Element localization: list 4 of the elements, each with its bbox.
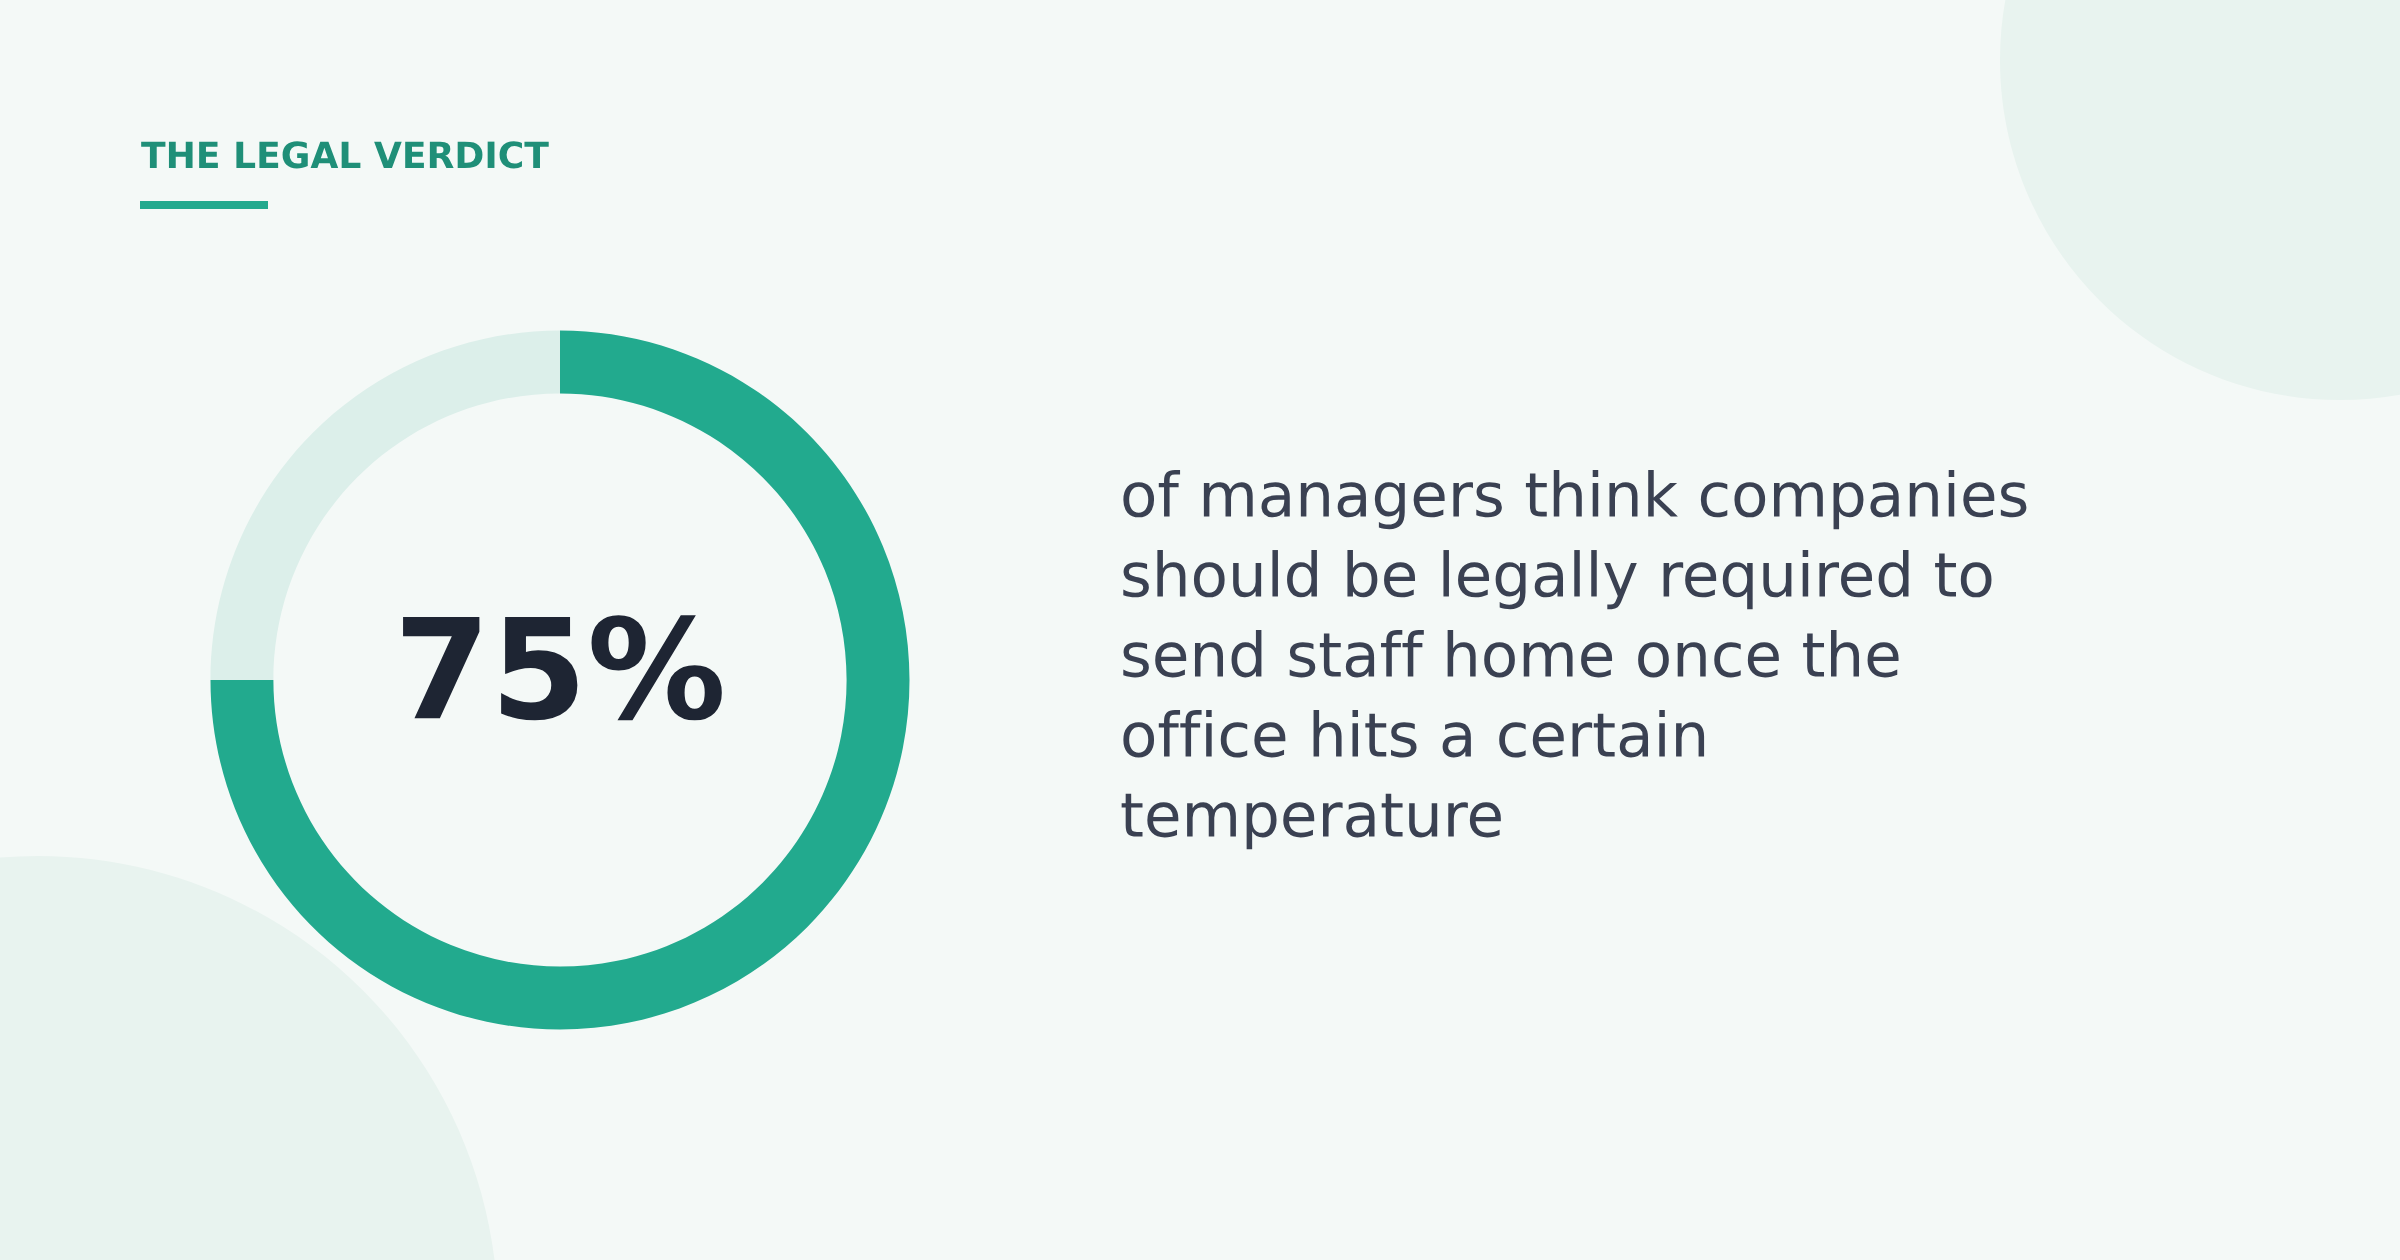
chart-title: THE LEGAL VERDICT <box>141 141 549 169</box>
text: of managers think companies should be legally required to send staff home once the office hits a certain temperature <box>1121 470 2027 850</box>
donut-slice <box>210 330 910 1030</box>
data-label: 75% <box>403 615 722 721</box>
